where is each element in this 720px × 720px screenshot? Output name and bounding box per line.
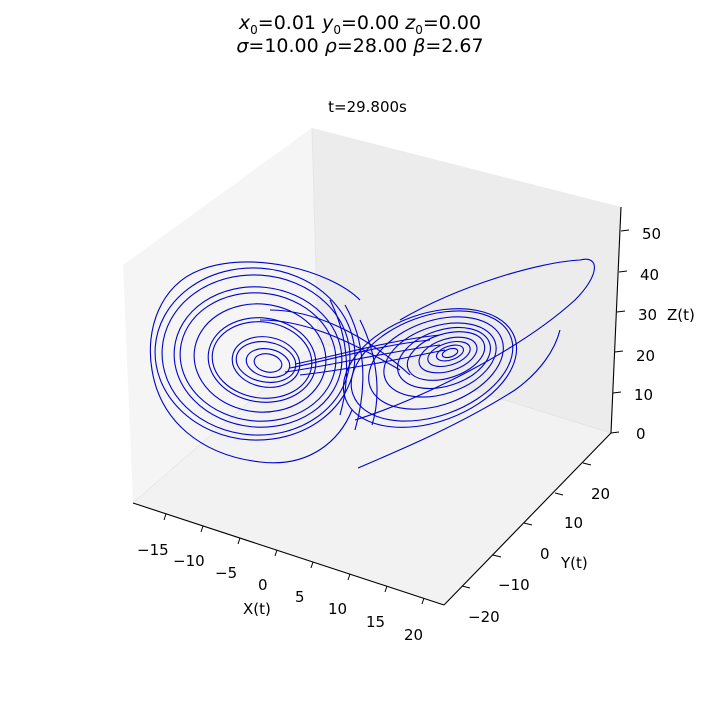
y-tick-0: 0 xyxy=(540,545,550,563)
lorenz-trajectory xyxy=(149,258,595,469)
y-tick-10: 10 xyxy=(564,514,583,532)
z-axis-label: Z(t) xyxy=(667,306,695,324)
left-pane xyxy=(123,128,318,503)
y-axis: −20 −10 0 10 20 Y(t) xyxy=(443,432,612,626)
z-tick-50: 50 xyxy=(642,225,661,243)
x-tick-neg10: −10 xyxy=(173,552,205,570)
rho-value: =28.00 xyxy=(336,35,408,57)
x-axis-label: X(t) xyxy=(243,600,271,618)
z-tick-0: 0 xyxy=(636,425,646,443)
z-tick-40: 40 xyxy=(640,266,659,284)
time-subtitle: t=29.800s xyxy=(328,98,407,116)
x0-subscript: 0 xyxy=(250,22,258,37)
x-tick-10: 10 xyxy=(328,600,347,618)
y-tick-neg20: −20 xyxy=(468,608,500,626)
sigma-symbol: σ xyxy=(236,35,249,57)
x-tick-neg15: −15 xyxy=(137,541,169,559)
y0-subscript: 0 xyxy=(333,22,341,37)
beta-symbol: β xyxy=(413,35,426,57)
rho-symbol: ρ xyxy=(324,35,337,57)
y0-value: =0.00 xyxy=(340,12,400,34)
x-tick-5: 5 xyxy=(295,588,305,606)
x-axis: −15 −10 −5 0 5 10 15 20 X(t) xyxy=(132,502,445,644)
x0-value: =0.01 xyxy=(257,12,317,34)
y-tick-neg10: −10 xyxy=(498,576,530,594)
sigma-value: =10.00 xyxy=(248,35,319,57)
z-tick-30: 30 xyxy=(638,306,657,324)
back-pane xyxy=(312,128,621,433)
x0-symbol: x xyxy=(238,12,251,34)
figure-title-line2: σ=10.00 ρ=28.00 β=2.67 xyxy=(0,35,720,58)
y-axis-label: Y(t) xyxy=(560,554,588,572)
figure-title-line1: x0=0.01 y0=0.00 z0=0.00 xyxy=(0,12,720,42)
beta-value: =2.67 xyxy=(425,35,484,57)
x-tick-15: 15 xyxy=(366,613,385,631)
x-tick-0: 0 xyxy=(258,576,268,594)
x-tick-neg5: −5 xyxy=(215,564,237,582)
y0-symbol: y xyxy=(322,12,334,34)
z-tick-20: 20 xyxy=(636,347,655,365)
z0-symbol: z xyxy=(405,12,416,34)
x-tick-20: 20 xyxy=(404,626,423,644)
z-axis: 0 10 20 30 40 50 Z(t) xyxy=(610,206,695,443)
z0-subscript: 0 xyxy=(415,22,423,37)
z-tick-10: 10 xyxy=(634,386,653,404)
y-tick-20: 20 xyxy=(591,485,610,503)
floor-pane xyxy=(133,342,611,605)
z0-value: =0.00 xyxy=(422,12,482,34)
